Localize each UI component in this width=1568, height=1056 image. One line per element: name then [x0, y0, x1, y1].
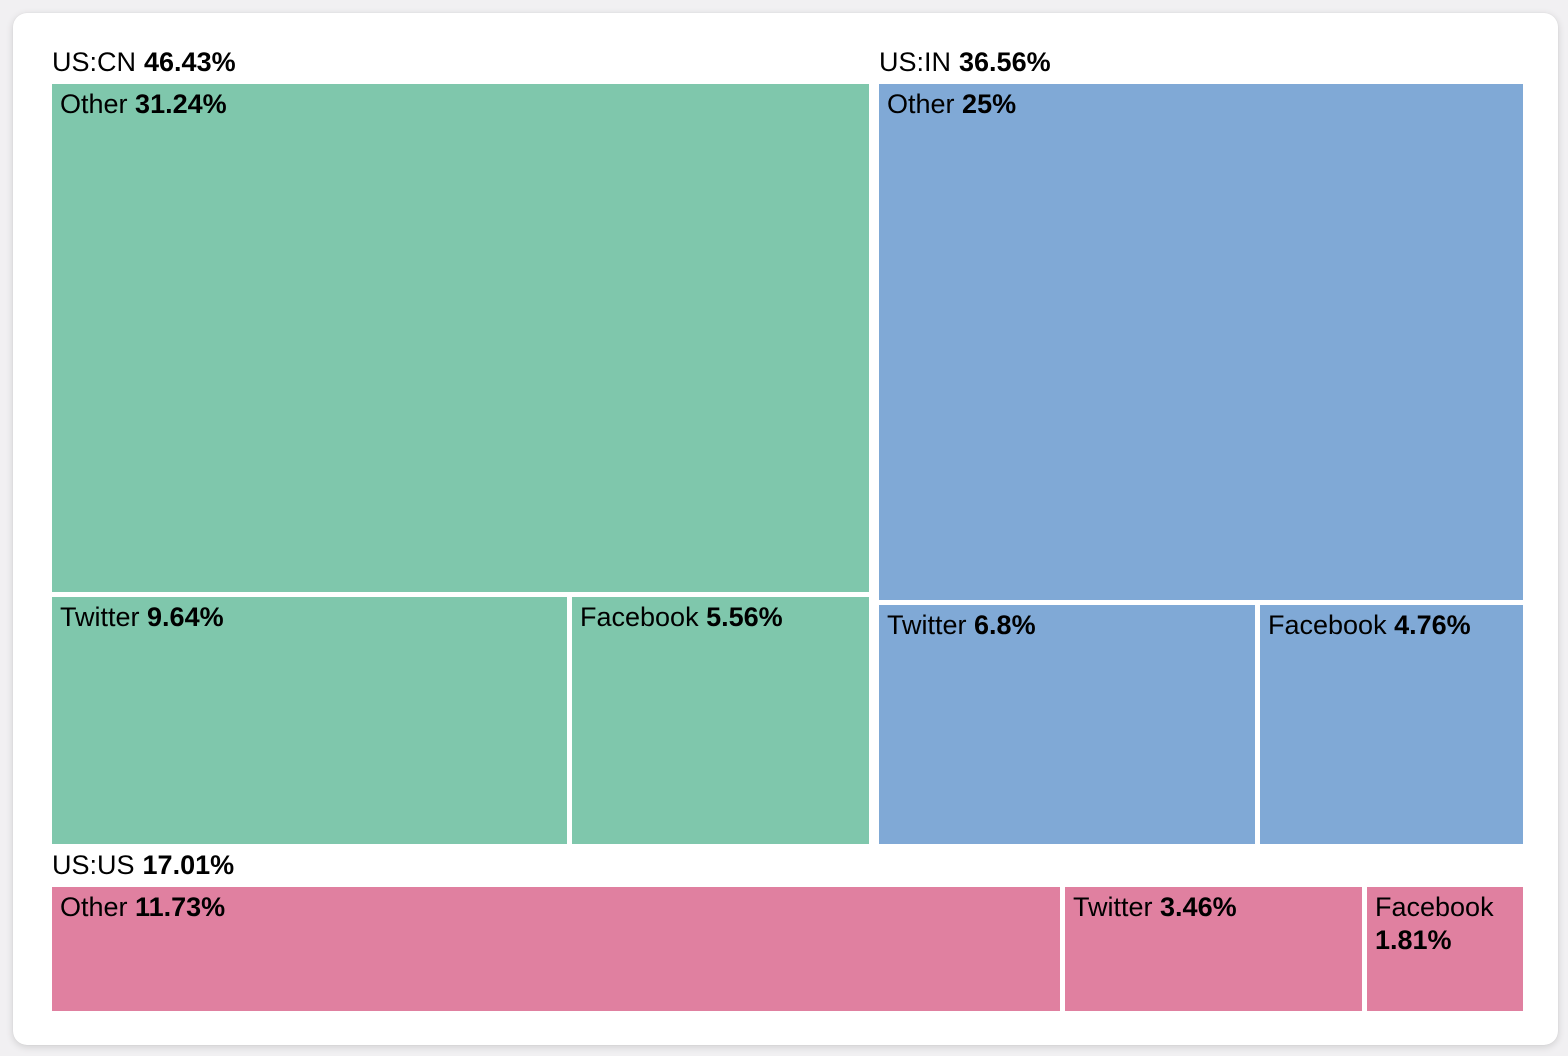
- cell-value: 3.46%: [1160, 892, 1237, 922]
- treemap-cell-us-us-other[interactable]: Other 11.73%: [52, 887, 1060, 1011]
- group-header-us-in: US:IN 36.56%: [879, 47, 1523, 84]
- treemap-cell-us-cn-twitter[interactable]: Twitter 9.64%: [52, 597, 567, 844]
- group-label: US:US: [52, 850, 135, 880]
- cell-value: 31.24%: [135, 89, 227, 119]
- group-value: 46.43%: [144, 47, 236, 77]
- cell-label: Twitter: [1073, 892, 1153, 922]
- group-label: US:IN: [879, 47, 952, 77]
- treemap-cell-us-us-facebook[interactable]: Facebook 1.81%: [1367, 887, 1523, 1011]
- treemap-cell-us-in-facebook[interactable]: Facebook 4.76%: [1260, 605, 1523, 844]
- group-value: 17.01%: [142, 850, 235, 880]
- group-value: 36.56%: [959, 47, 1051, 77]
- treemap-chart: US:CN 46.43% Other 31.24% Twitter 9.64% Face…: [52, 47, 1523, 1013]
- cell-value: 25%: [962, 89, 1017, 119]
- cell-label: Facebook: [1268, 610, 1387, 640]
- treemap-cell-us-in-other[interactable]: Other 25%: [879, 84, 1523, 600]
- treemap-cell-us-us-twitter[interactable]: Twitter 3.46%: [1065, 887, 1362, 1011]
- group-label: US:CN: [52, 47, 137, 77]
- cell-label: Facebook: [580, 602, 699, 632]
- cell-label: Other: [60, 89, 128, 119]
- group-header-us-us: US:US 17.01%: [52, 850, 1523, 887]
- cell-label: Other: [60, 892, 128, 922]
- cell-value: 11.73%: [135, 892, 226, 922]
- cell-label: Twitter: [887, 610, 967, 640]
- cell-value: 5.56%: [706, 602, 783, 632]
- cell-label: Other: [887, 89, 955, 119]
- group-header-us-cn: US:CN 46.43%: [52, 47, 869, 84]
- treemap-cell-us-in-twitter[interactable]: Twitter 6.8%: [879, 605, 1255, 844]
- treemap-cell-us-cn-other[interactable]: Other 31.24%: [52, 84, 869, 592]
- cell-value: 4.76%: [1394, 610, 1471, 640]
- cell-label: Twitter: [60, 602, 140, 632]
- cell-label: Facebook: [1375, 892, 1494, 922]
- cell-value: 1.81%: [1375, 925, 1452, 955]
- cell-value: 6.8%: [974, 610, 1036, 640]
- cell-value: 9.64%: [147, 602, 224, 632]
- treemap-cell-us-cn-facebook[interactable]: Facebook 5.56%: [572, 597, 869, 844]
- treemap-card: US:CN 46.43% Other 31.24% Twitter 9.64% Face…: [13, 13, 1558, 1045]
